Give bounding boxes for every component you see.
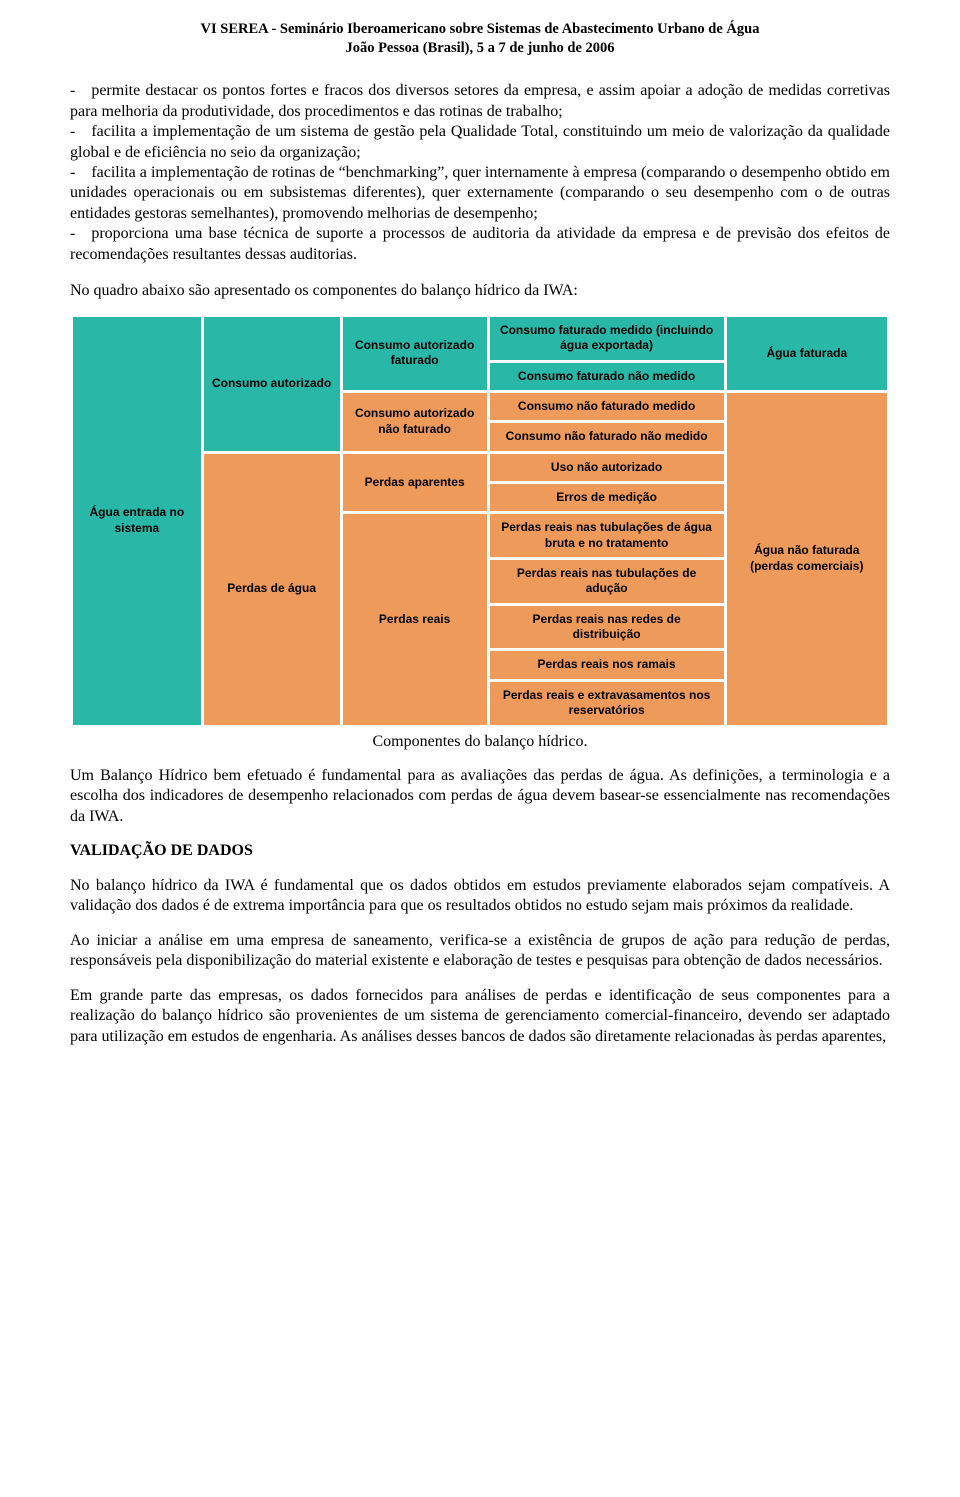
bullet-item: - facilita a implementação de um sistema… xyxy=(70,122,890,163)
page-header: VI SEREA - Seminário Iberoamericano sobr… xyxy=(70,20,890,57)
diagram-cell: Água não faturada (perdas comerciais) xyxy=(725,391,888,726)
paragraph: No balanço hídrico da IWA é fundamental … xyxy=(70,876,890,917)
bullet-item: - permite destacar os pontos fortes e fr… xyxy=(70,81,890,122)
diagram-cell: Água entrada no sistema xyxy=(72,315,203,726)
diagram-cell: Consumo autorizado faturado xyxy=(341,315,488,391)
diagram-cell: Perdas reais nas tubulações de adução xyxy=(488,559,725,605)
header-line-1: VI SEREA - Seminário Iberoamericano sobr… xyxy=(70,20,890,39)
water-balance-diagram: Água entrada no sistemaConsumo autorizad… xyxy=(70,314,890,728)
diagram-cell: Consumo faturado não medido xyxy=(488,361,725,391)
diagram-caption: Componentes do balanço hídrico. xyxy=(70,732,890,752)
diagram-cell: Consumo não faturado medido xyxy=(488,391,725,421)
diagram-cell: Uso não autorizado xyxy=(488,452,725,482)
paragraph: Em grande parte das empresas, os dados f… xyxy=(70,986,890,1047)
diagram-cell: Erros de medição xyxy=(488,482,725,512)
diagram-cell: Perdas aparentes xyxy=(341,452,488,513)
diagram-cell: Perdas reais nas tubulações de água brut… xyxy=(488,513,725,559)
bullet-item: - facilita a implementação de rotinas de… xyxy=(70,163,890,224)
diagram-cell: Perdas de água xyxy=(202,452,341,726)
bullet-list: - permite destacar os pontos fortes e fr… xyxy=(70,81,890,265)
diagram-cell: Perdas reais xyxy=(341,513,488,726)
diagram-cell: Consumo não faturado não medido xyxy=(488,422,725,452)
diagram-cell: Perdas reais nas redes de distribuição xyxy=(488,604,725,650)
paragraph: Ao iniciar a análise em uma empresa de s… xyxy=(70,931,890,972)
diagram-cell: Perdas reais e extravasamentos nos reser… xyxy=(488,680,725,726)
diagram-cell: Consumo autorizado não faturado xyxy=(341,391,488,452)
diagram-cell: Perdas reais nos ramais xyxy=(488,650,725,680)
section-title: VALIDAÇÃO DE DADOS xyxy=(70,841,890,861)
diagram-intro: No quadro abaixo são apresentado os comp… xyxy=(70,281,890,301)
bullet-item: - proporciona uma base técnica de suport… xyxy=(70,224,890,265)
header-line-2: João Pessoa (Brasil), 5 a 7 de junho de … xyxy=(70,39,890,58)
paragraph: Um Balanço Hídrico bem efetuado é fundam… xyxy=(70,766,890,827)
diagram-cell: Consumo faturado medido (incluindo água … xyxy=(488,315,725,361)
diagram-cell: Água faturada xyxy=(725,315,888,391)
diagram-cell: Consumo autorizado xyxy=(202,315,341,452)
